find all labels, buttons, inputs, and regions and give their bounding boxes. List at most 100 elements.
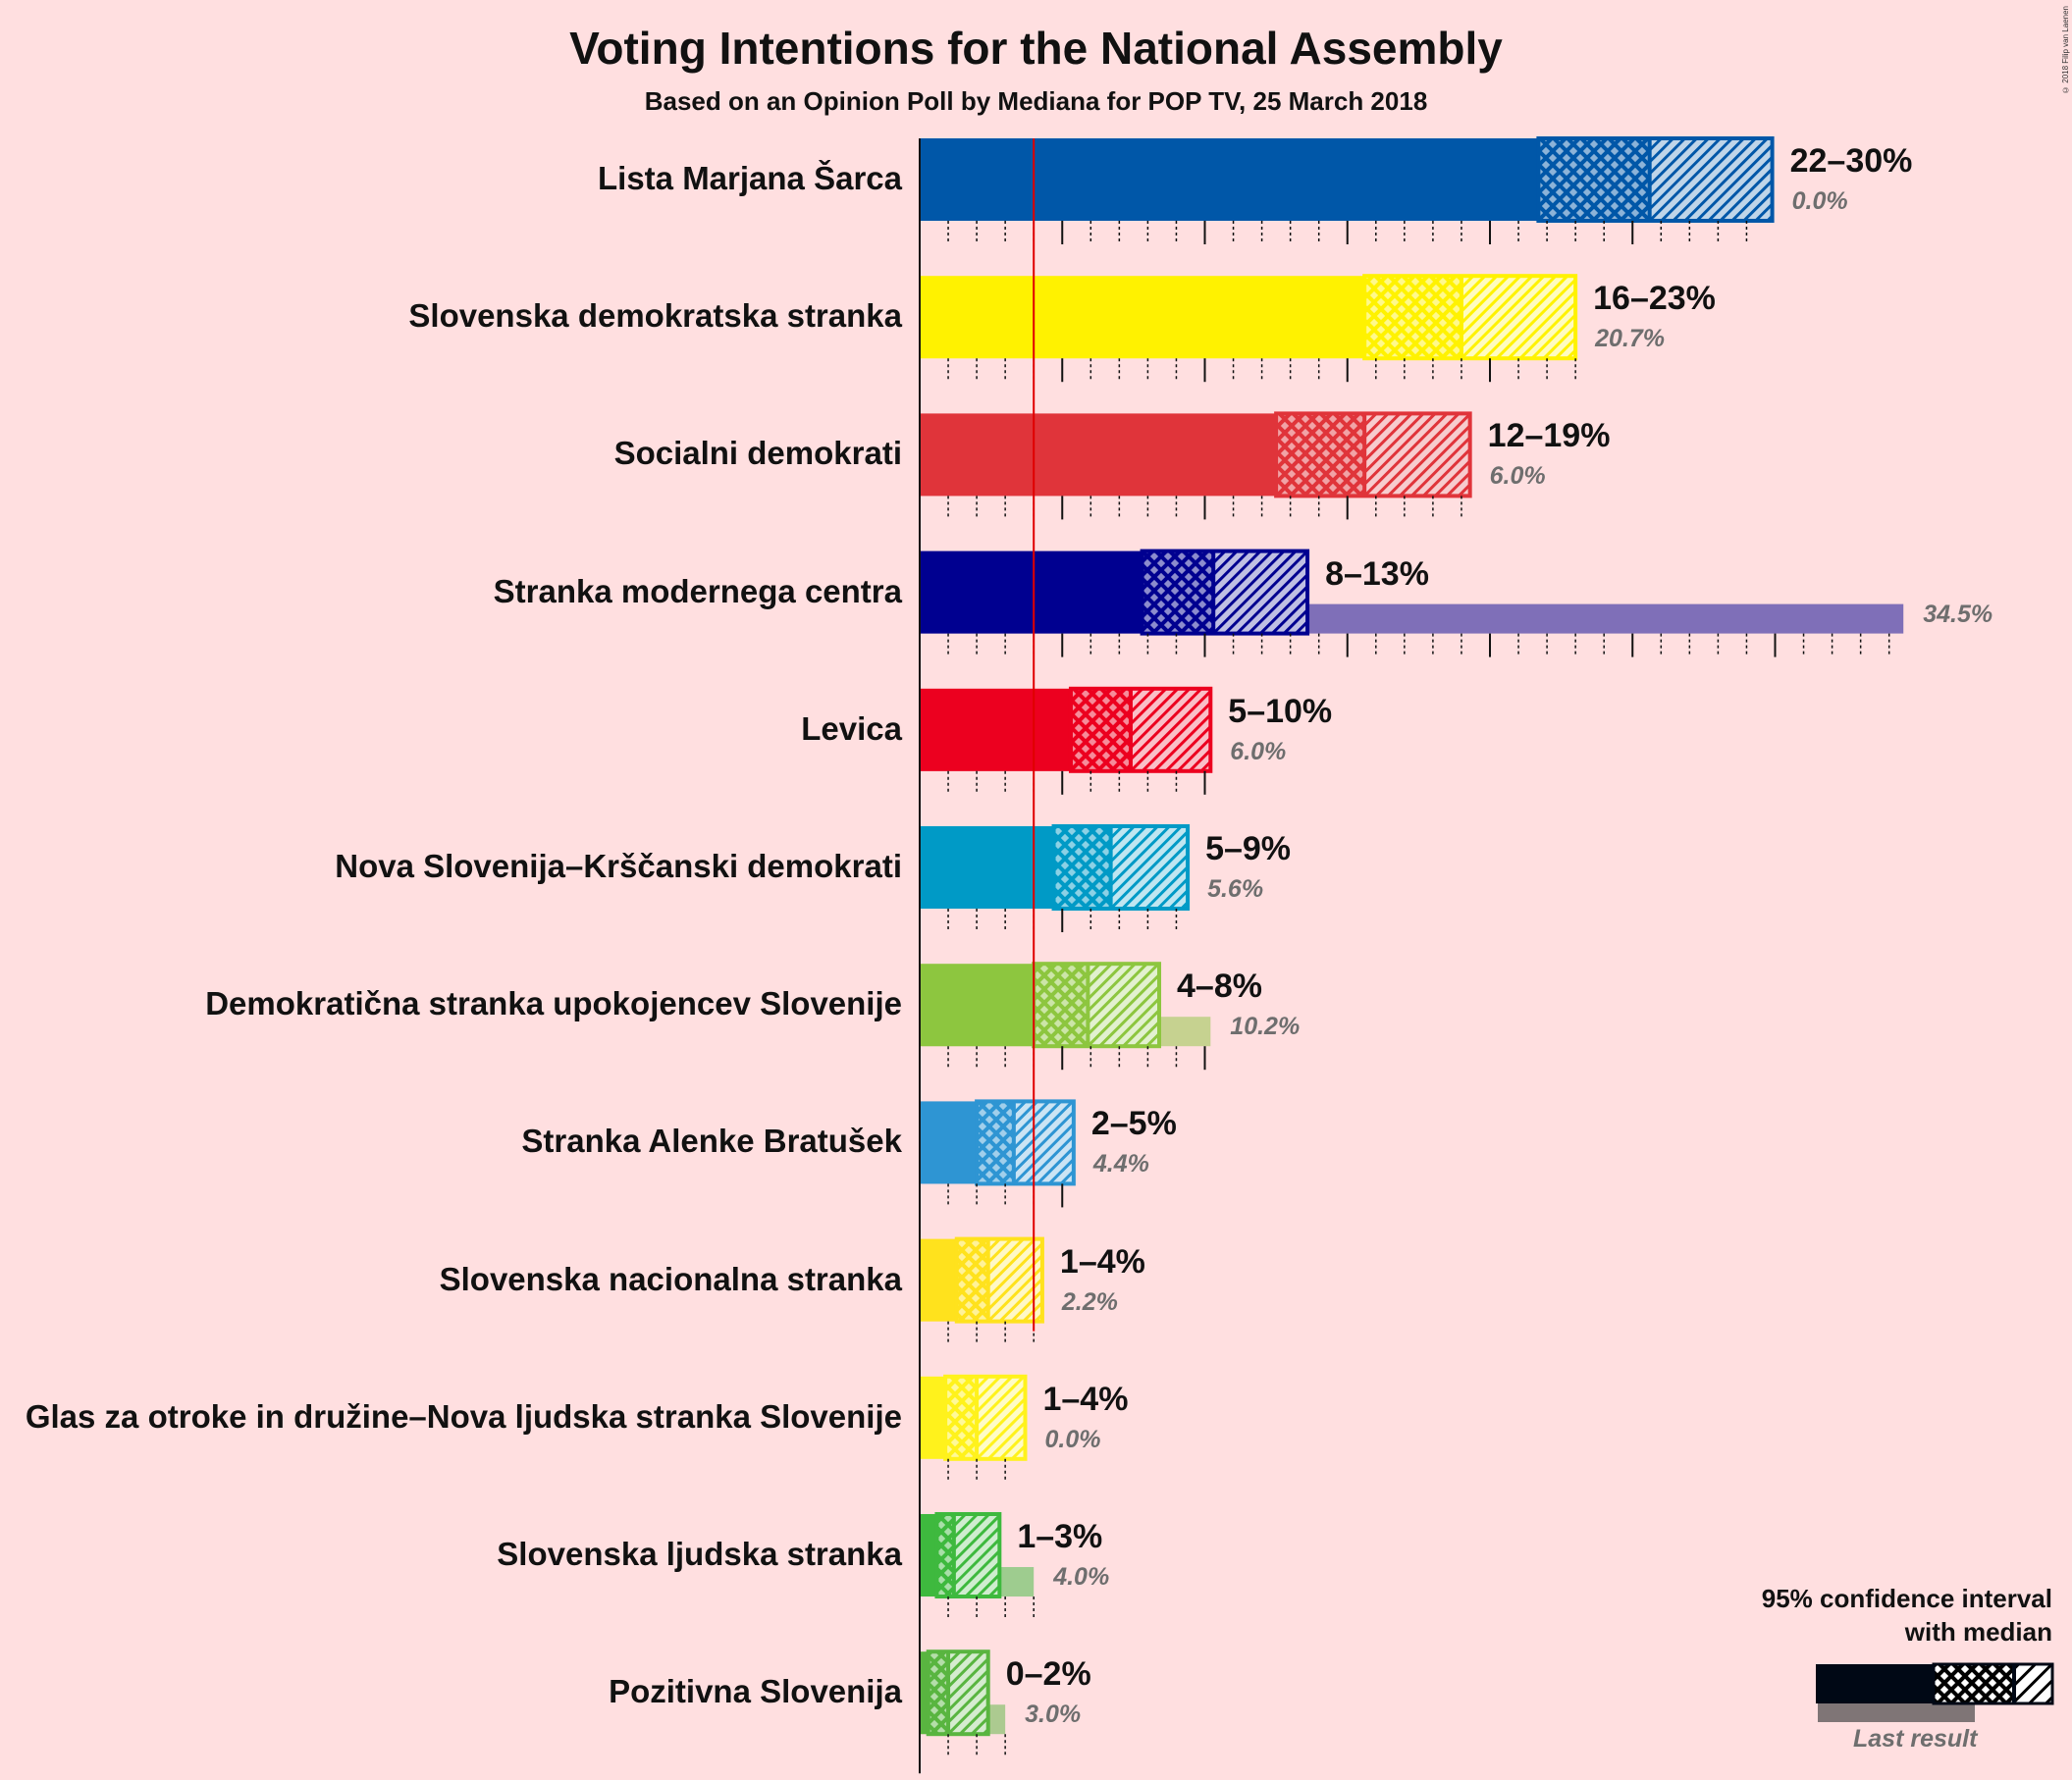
last-result-label: 6.0%	[1230, 737, 1287, 765]
hatch-line	[1648, 136, 1686, 176]
hatch-line	[1212, 550, 1286, 623]
hatch-line	[952, 1549, 1001, 1598]
hatch-line	[1109, 824, 1136, 852]
hatch-line	[976, 1409, 1027, 1460]
interval-solid-bar	[920, 1514, 937, 1597]
hatch-line	[987, 1421, 1027, 1460]
interval-outline	[954, 1236, 1044, 1324]
party-label: Slovenska ljudska stranka	[497, 1536, 902, 1572]
hatch-line	[1212, 550, 1262, 600]
hatch-line	[1518, 301, 1577, 360]
last-result-label: 5.6%	[1207, 875, 1264, 903]
hatch-line	[952, 1514, 1001, 1563]
hatch-line	[1129, 687, 1156, 713]
interval-solid-bar	[920, 413, 1277, 497]
hatch-line	[1129, 690, 1212, 772]
hatch-line	[1460, 275, 1487, 301]
party-label: Socialni demokrati	[613, 435, 902, 472]
interval-diagonal-hatch	[946, 1650, 989, 1736]
range-label: 5–10%	[1228, 692, 1333, 730]
interval-cross-hatch	[1276, 413, 1365, 497]
last-result-label: 6.0%	[1489, 462, 1546, 491]
hatch-line	[1648, 136, 1710, 199]
interval-outline	[975, 1099, 1076, 1186]
range-label: 2–5%	[1090, 1105, 1177, 1143]
hatch-line	[1471, 275, 1558, 360]
interval-outline	[1362, 274, 1578, 361]
last-result-label: 4.4%	[1092, 1150, 1149, 1178]
hatch-line	[1129, 687, 1192, 749]
interval-cross-hatch	[977, 1101, 1014, 1184]
interval-diagonal-hatch	[1648, 136, 1774, 223]
hatch-line	[1460, 275, 1499, 313]
hatch-line	[1087, 963, 1148, 1024]
hatch-line	[1283, 608, 1309, 635]
hatch-line	[1212, 550, 1274, 611]
hatch-line	[998, 1278, 1043, 1323]
hatch-line	[1460, 275, 1546, 360]
hatch-line	[1399, 424, 1471, 497]
hatch-line	[1410, 436, 1471, 497]
interval-solid-bar	[920, 1101, 978, 1184]
last-result-label: 0.0%	[1791, 187, 1848, 215]
hatch-line	[1129, 687, 1203, 760]
legend-title-line2: with median	[1904, 1617, 2052, 1647]
hatch-line	[1145, 1032, 1161, 1048]
hatch-line	[958, 1704, 989, 1736]
interval-solid-bar	[920, 550, 1142, 634]
interval-solid-bar	[920, 1376, 946, 1459]
party-label: Slovenska demokratska stranka	[408, 297, 902, 335]
interval-outline	[934, 1512, 1002, 1598]
hatch-line	[1122, 1009, 1161, 1048]
hatch-line	[976, 1573, 1001, 1598]
hatch-line	[1087, 963, 1137, 1013]
last-result-label: 0.0%	[1044, 1425, 1101, 1453]
hatch-line	[1248, 573, 1309, 635]
last-result-label: 10.2%	[1230, 1013, 1301, 1041]
hatch-line	[1363, 412, 1402, 450]
hatch-line	[1176, 737, 1212, 772]
last-result-label: 3.0%	[1025, 1701, 1082, 1729]
interval-diagonal-hatch	[1460, 275, 1577, 360]
hatch-line	[1422, 447, 1471, 497]
party-label: Demokratična stranka upokojencev Sloveni…	[205, 985, 902, 1022]
hatch-line	[1047, 1158, 1075, 1185]
range-label: 5–9%	[1205, 830, 1292, 867]
party-label: Levica	[801, 709, 902, 747]
hatch-line	[1129, 687, 1180, 737]
hatch-line	[1110, 997, 1161, 1048]
legend-cross-hatch	[1932, 1662, 2016, 1705]
hatch-line	[1695, 144, 1774, 223]
hatch-line	[1363, 412, 1390, 439]
legend-diagonal-hatch	[2012, 1662, 2054, 1705]
hatch-line	[976, 1397, 1027, 1448]
hatch-line	[1363, 412, 1437, 486]
hatch-line	[1212, 550, 1250, 588]
hatch-line	[1087, 963, 1125, 1001]
range-label: 1–3%	[1017, 1518, 1103, 1555]
hatch-line	[986, 1237, 1025, 1276]
hatch-line	[952, 1526, 1001, 1575]
hatch-line	[1375, 412, 1461, 497]
hatch-line	[1707, 156, 1774, 223]
hatch-line	[1098, 985, 1161, 1048]
interval-solid-bar	[920, 138, 1539, 221]
hatch-line	[1754, 203, 1774, 223]
hatch-line	[1059, 1170, 1075, 1185]
range-label: 1–4%	[1042, 1380, 1129, 1418]
party-label: Slovenska nacionalna stranka	[439, 1260, 902, 1297]
interval-solid-bar	[920, 826, 1054, 909]
hatch-line	[1109, 824, 1147, 864]
interval-solid-bar	[920, 1651, 929, 1735]
hatch-line	[1363, 412, 1449, 497]
hatch-line	[976, 1375, 1014, 1413]
interval-outline	[1536, 136, 1775, 223]
interval-solid-bar	[920, 688, 1071, 771]
interval-cross-hatch	[1053, 826, 1111, 909]
interval-cross-hatch	[1538, 138, 1650, 221]
hatch-line	[1134, 1021, 1161, 1048]
interval-diagonal-hatch	[1129, 687, 1212, 772]
legend-title-line1: 95% confidence interval	[1761, 1584, 2052, 1613]
hatch-line	[1152, 713, 1212, 772]
